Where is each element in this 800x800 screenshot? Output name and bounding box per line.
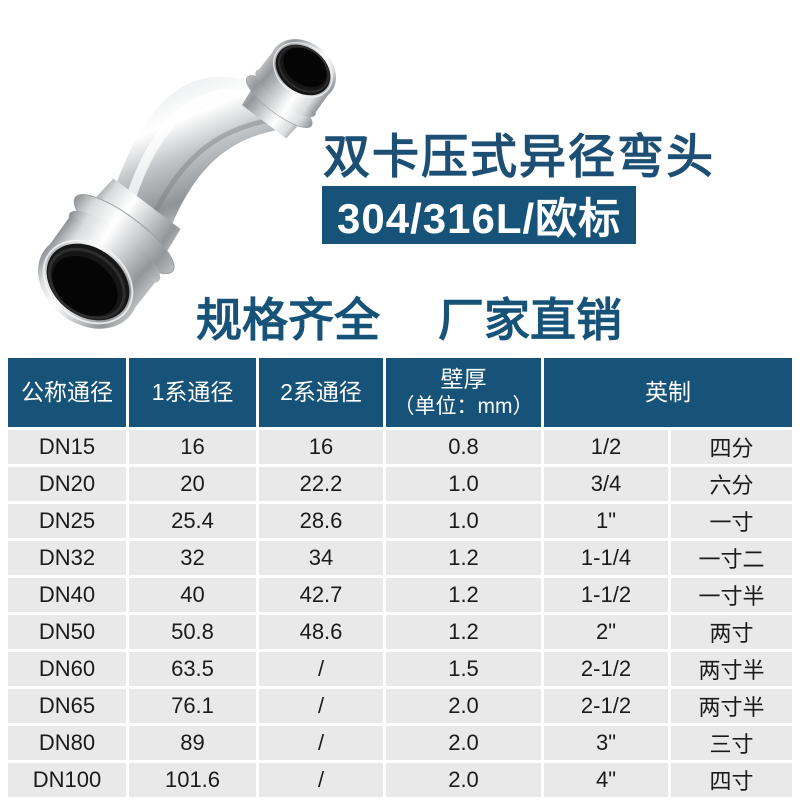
table-cell: DN100 bbox=[8, 763, 126, 797]
table-cell: 40 bbox=[129, 578, 256, 612]
table-cell: 16 bbox=[259, 430, 383, 464]
table-cell: 2.0 bbox=[386, 689, 541, 723]
table-cell: 63.5 bbox=[129, 652, 256, 686]
table-cell: 50.8 bbox=[129, 615, 256, 649]
table-cell: / bbox=[259, 763, 383, 797]
header-nominal-diameter: 公称通径 bbox=[8, 358, 126, 427]
table-cell: 1.2 bbox=[386, 541, 541, 575]
table-row: DN100 101.6/2.0 4" 四寸 bbox=[8, 763, 792, 797]
table-cell: 48.6 bbox=[259, 615, 383, 649]
spec-table-body: DN15 16 16 0.8 1/2 四分 DN20 20 22.2 1.0 3/4 六分 DN25 25… bbox=[8, 430, 792, 797]
table-cell: DN65 bbox=[8, 689, 126, 723]
material-badge: 304/316L/欧标 bbox=[322, 186, 637, 244]
table-cell: DN80 bbox=[8, 726, 126, 760]
table-cell: 1.0 bbox=[386, 504, 541, 538]
table-cell: 101.6 bbox=[129, 763, 256, 797]
header-wall-thickness-line2: （单位：mm） bbox=[393, 394, 534, 418]
table-cell: 76.1 bbox=[129, 689, 256, 723]
table-cell: 20 bbox=[129, 467, 256, 501]
table-cell: DN40 bbox=[8, 578, 126, 612]
table-cell: 4" bbox=[544, 763, 668, 797]
table-cell: DN15 bbox=[8, 430, 126, 464]
table-cell: 25.4 bbox=[129, 504, 256, 538]
table-cell: 2.0 bbox=[386, 726, 541, 760]
table-cell: 16 bbox=[129, 430, 256, 464]
table-cell: 1.2 bbox=[386, 615, 541, 649]
table-cell: 两寸 bbox=[671, 615, 792, 649]
table-cell: 一寸二 bbox=[671, 541, 792, 575]
table-row: DN65 76.1/2.0 2-1/2 两寸半 bbox=[8, 689, 792, 723]
table-row: DN40 40 42.7 1.2 1-1/2 一寸半 bbox=[8, 578, 792, 612]
slogan-factory: 厂家直销 bbox=[438, 294, 622, 346]
table-cell: 2.0 bbox=[386, 763, 541, 797]
table-cell: 六分 bbox=[671, 467, 792, 501]
table-cell: 1-1/4 bbox=[544, 541, 668, 575]
table-row: DN15 16 16 0.8 1/2 四分 bbox=[8, 430, 792, 464]
table-cell: / bbox=[259, 689, 383, 723]
product-title: 双卡压式异径弯头 bbox=[323, 130, 715, 183]
table-cell: 一寸 bbox=[671, 504, 792, 538]
table-cell: 1-1/2 bbox=[544, 578, 668, 612]
table-row: DN50 50.8 48.6 1.2 2" 两寸 bbox=[8, 615, 792, 649]
header-wall-thickness-line1: 壁厚 bbox=[440, 366, 487, 392]
table-cell: 1.5 bbox=[386, 652, 541, 686]
table-cell: / bbox=[259, 652, 383, 686]
header-series2-diameter: 2系通径 bbox=[259, 358, 383, 427]
table-row: DN20 20 22.2 1.0 3/4 六分 bbox=[8, 467, 792, 501]
table-cell: DN50 bbox=[8, 615, 126, 649]
table-cell: DN60 bbox=[8, 652, 126, 686]
table-cell: 34 bbox=[259, 541, 383, 575]
table-cell: 0.8 bbox=[386, 430, 541, 464]
table-cell: 两寸半 bbox=[671, 689, 792, 723]
table-row: DN32 32 34 1.2 1-1/4 一寸二 bbox=[8, 541, 792, 575]
table-cell: 28.6 bbox=[259, 504, 383, 538]
table-cell: 四分 bbox=[671, 430, 792, 464]
table-cell: DN20 bbox=[8, 467, 126, 501]
table-cell: DN32 bbox=[8, 541, 126, 575]
table-cell: 42.7 bbox=[259, 578, 383, 612]
table-cell: 2" bbox=[544, 615, 668, 649]
table-cell: / bbox=[259, 726, 383, 760]
slogan: 规格齐全 厂家直销 bbox=[196, 284, 622, 350]
spec-table: 公称通径 1系通径 2系通径 壁厚 （单位：mm） 英制 DN15 16 16 0.8… bbox=[8, 358, 792, 797]
table-cell: 1/2 bbox=[544, 430, 668, 464]
table-row: DN60 63.5/1.5 2-1/2 两寸半 bbox=[8, 652, 792, 686]
table-cell: 2-1/2 bbox=[544, 652, 668, 686]
table-row: DN25 25.4 28.6 1.0 1" 一寸 bbox=[8, 504, 792, 538]
table-cell: DN25 bbox=[8, 504, 126, 538]
table-cell: 2-1/2 bbox=[544, 689, 668, 723]
table-cell: 3" bbox=[544, 726, 668, 760]
table-cell: 三寸 bbox=[671, 726, 792, 760]
table-row: DN80 89/2.0 3" 三寸 bbox=[8, 726, 792, 760]
table-cell: 1" bbox=[544, 504, 668, 538]
spec-table-header: 公称通径 1系通径 2系通径 壁厚 （单位：mm） 英制 bbox=[8, 358, 792, 427]
slogan-specs: 规格齐全 bbox=[196, 294, 380, 346]
table-cell: 四寸 bbox=[671, 763, 792, 797]
table-cell: 89 bbox=[129, 726, 256, 760]
header-series1-diameter: 1系通径 bbox=[129, 358, 256, 427]
header-wall-thickness: 壁厚 （单位：mm） bbox=[386, 358, 541, 427]
table-cell: 1.2 bbox=[386, 578, 541, 612]
table-cell: 3/4 bbox=[544, 467, 668, 501]
product-photo-reducing-elbow bbox=[12, 22, 348, 348]
table-cell: 一寸半 bbox=[671, 578, 792, 612]
table-cell: 32 bbox=[129, 541, 256, 575]
table-cell: 22.2 bbox=[259, 467, 383, 501]
table-cell: 两寸半 bbox=[671, 652, 792, 686]
header-imperial: 英制 bbox=[544, 358, 792, 427]
table-cell: 1.0 bbox=[386, 467, 541, 501]
